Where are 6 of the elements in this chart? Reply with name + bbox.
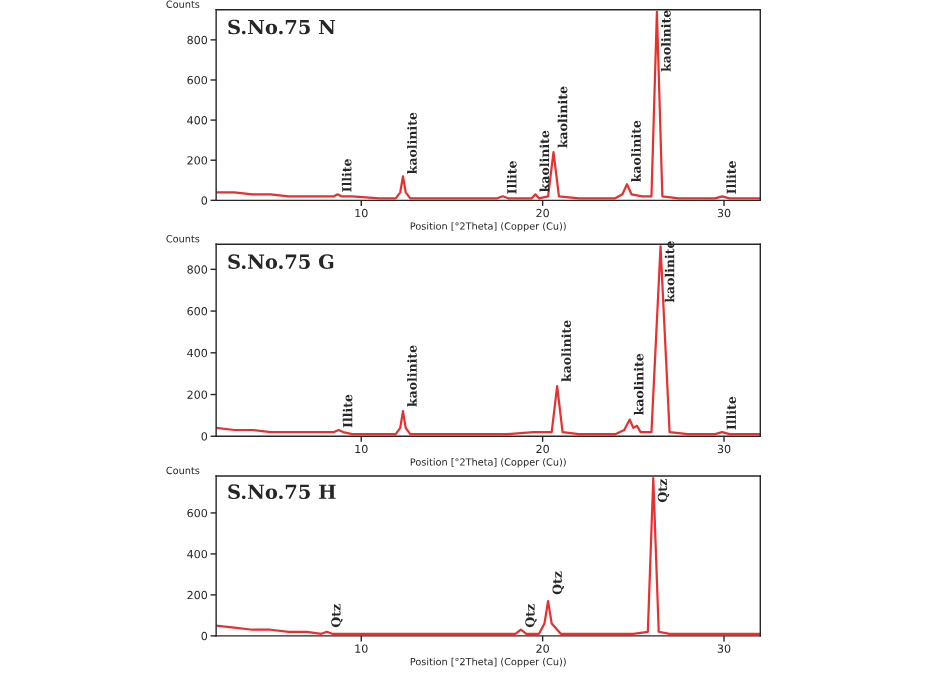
chart-title: S.No.75 G (228, 254, 334, 269)
line-series (216, 10, 761, 200)
chart-title: S.No.75 N (228, 19, 336, 35)
line-series (216, 476, 761, 635)
line-series (216, 245, 761, 436)
chart-title: S.No.75 H (228, 484, 336, 500)
